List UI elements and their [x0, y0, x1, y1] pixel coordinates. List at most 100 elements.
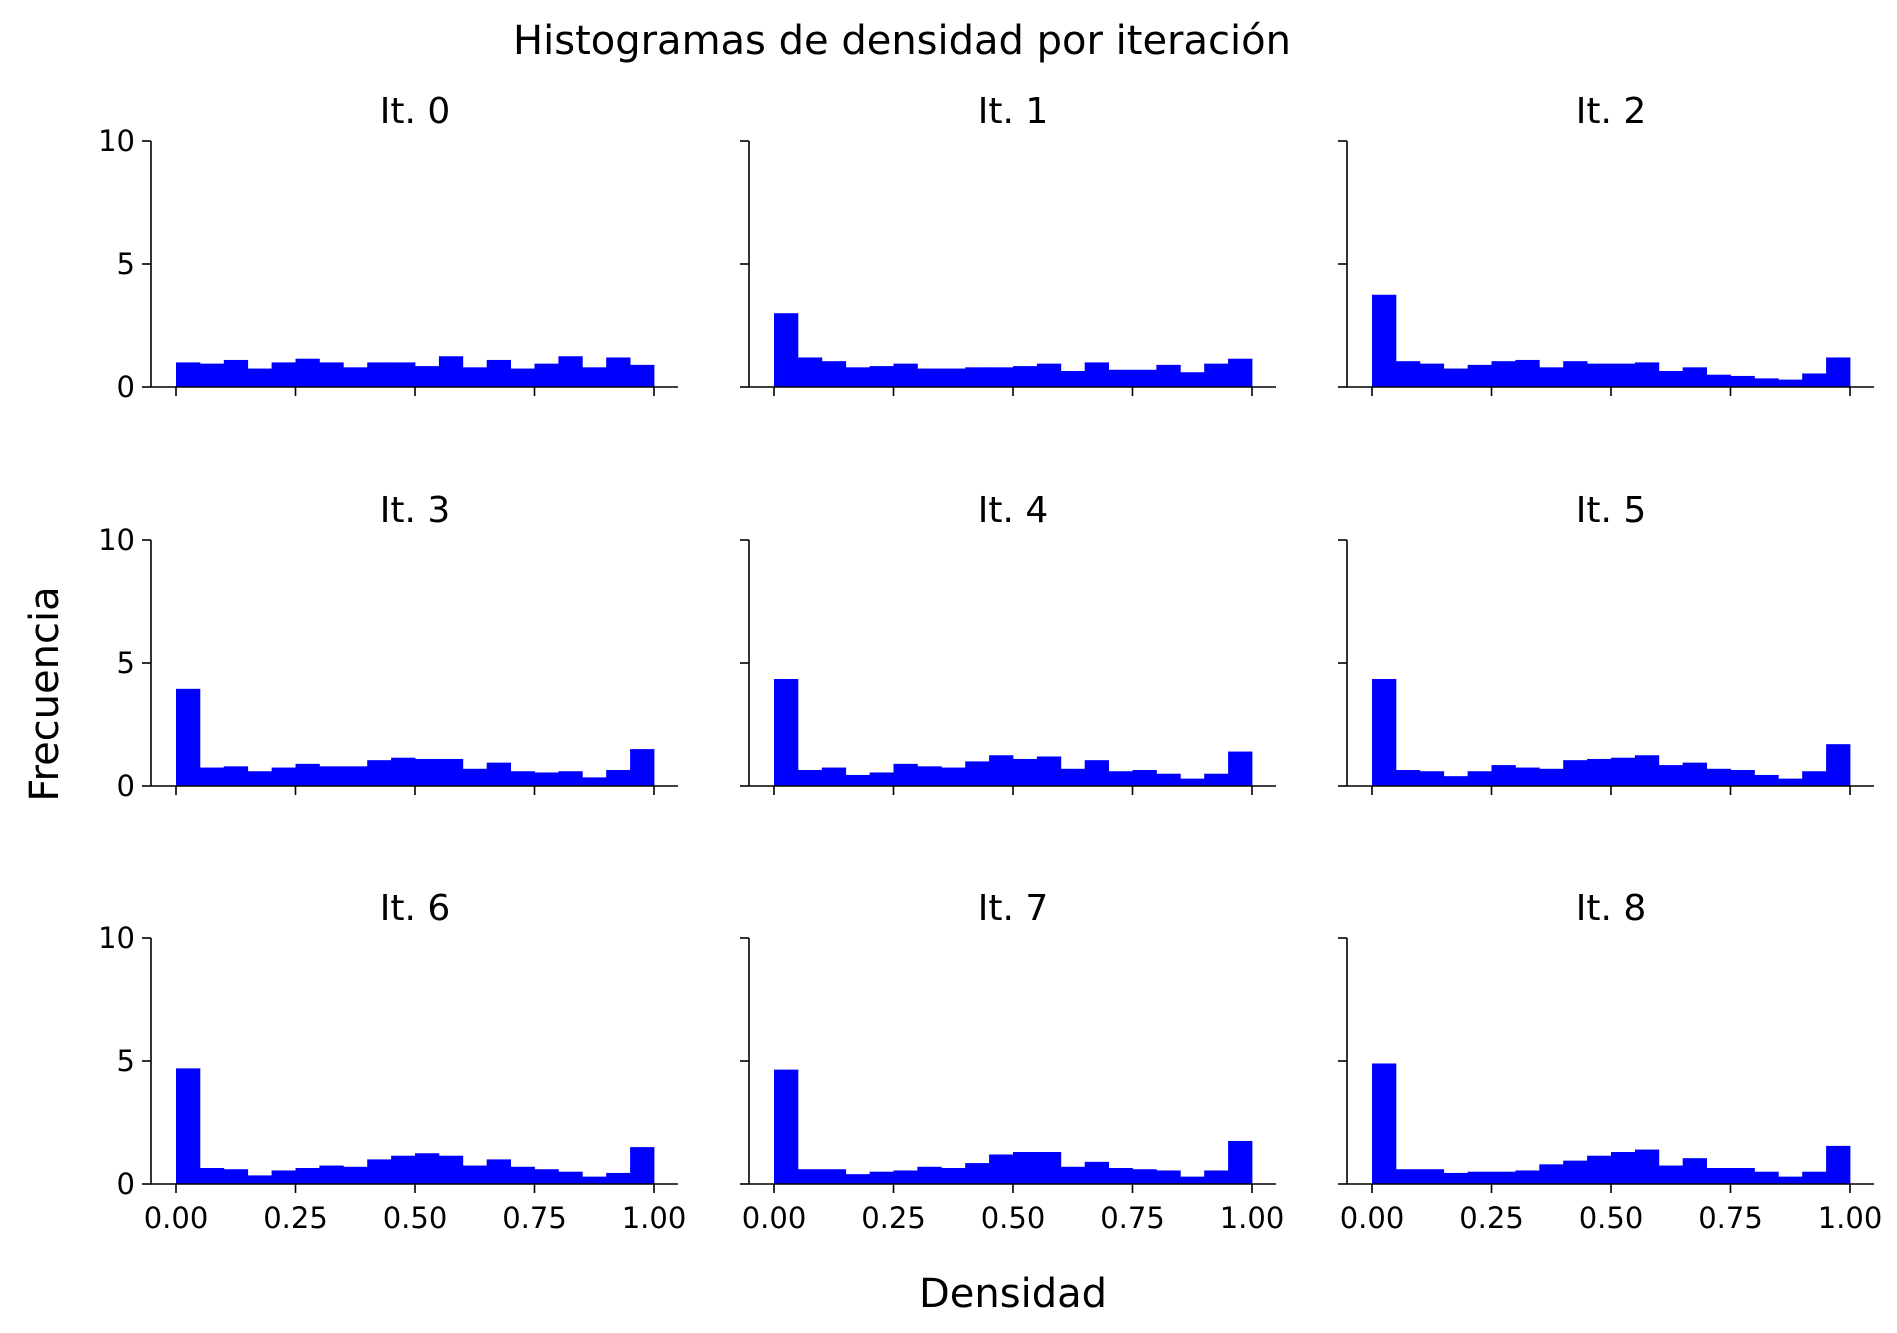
bar — [1730, 375, 1755, 387]
bar — [1634, 1149, 1660, 1184]
bar — [869, 1171, 894, 1184]
y-tick-label: 5 — [117, 646, 135, 680]
panel-title: It. 7 — [978, 888, 1049, 929]
panel-title: It. 4 — [978, 490, 1049, 531]
bar — [1372, 294, 1397, 387]
bar — [1372, 1063, 1397, 1184]
bar — [1084, 1161, 1109, 1184]
bar — [534, 363, 559, 387]
x-tick-label: 0.75 — [1100, 1201, 1165, 1235]
bar — [1180, 372, 1205, 387]
bar — [415, 1153, 440, 1184]
bar — [1395, 770, 1421, 786]
bar — [1084, 362, 1109, 387]
bar — [1491, 765, 1516, 786]
bar — [1826, 744, 1851, 786]
bar — [1515, 767, 1540, 786]
bar — [1108, 1168, 1133, 1184]
bar — [989, 367, 1014, 387]
bar — [1515, 359, 1540, 387]
bar — [486, 359, 511, 387]
bar — [1132, 369, 1157, 387]
bar — [295, 1168, 320, 1184]
panel-3: 0 5 10 It. 3 — [98, 490, 678, 803]
bar — [1587, 363, 1612, 387]
bar — [989, 1154, 1014, 1184]
y-tick-label: 0 — [117, 1167, 135, 1201]
bar — [606, 357, 631, 387]
panel-8: 0.00 0.25 0.50 0.75 1.00 It. 8 — [1338, 888, 1882, 1235]
bar — [774, 678, 799, 786]
bar — [845, 367, 870, 387]
bar — [247, 771, 272, 786]
panel-title: It. 1 — [978, 91, 1049, 132]
bar — [1228, 358, 1253, 387]
bar — [1706, 1168, 1731, 1184]
bar — [1108, 771, 1133, 786]
bar — [1204, 363, 1229, 387]
bar — [558, 356, 583, 387]
bar — [319, 766, 344, 786]
x-tick-label: 0.50 — [1579, 1201, 1644, 1235]
bar — [1060, 768, 1086, 786]
bar — [1132, 770, 1157, 786]
bar — [1156, 1170, 1181, 1184]
panel-4: It. 4 — [740, 490, 1276, 795]
bar — [1682, 1158, 1707, 1184]
bar — [1491, 1171, 1516, 1184]
bar — [367, 362, 392, 387]
bar — [1467, 364, 1492, 387]
bar — [295, 358, 320, 387]
bar — [391, 1155, 416, 1184]
bar — [176, 1068, 201, 1184]
bar — [1132, 1169, 1157, 1184]
bar — [438, 356, 464, 387]
bar — [869, 772, 894, 786]
bar — [1467, 1171, 1492, 1184]
y-tick-label: 0 — [117, 370, 135, 404]
bar — [247, 368, 272, 387]
bar — [845, 774, 870, 786]
panel-5: It. 5 — [1338, 490, 1874, 795]
bar — [1730, 770, 1755, 786]
bar — [486, 762, 511, 786]
bar — [247, 1175, 272, 1184]
bar — [1682, 762, 1707, 786]
bar — [941, 767, 966, 786]
panel-title: It. 2 — [1576, 91, 1647, 132]
y-axis-label: Frecuencia — [22, 586, 68, 801]
bar — [1228, 1140, 1253, 1184]
bar — [510, 1166, 535, 1184]
bar — [1658, 1165, 1684, 1184]
bar — [1587, 758, 1612, 786]
bar — [1180, 1176, 1205, 1184]
panel-title: It. 8 — [1576, 888, 1647, 929]
bar — [582, 777, 607, 786]
panel-title: It. 0 — [380, 91, 451, 132]
panel-1: It. 1 — [740, 91, 1276, 396]
bar — [343, 367, 368, 387]
bar — [1204, 1170, 1229, 1184]
panel-title: It. 5 — [1576, 490, 1647, 531]
bar — [965, 761, 990, 786]
bar — [534, 1169, 559, 1184]
x-tick-label: 0.00 — [742, 1201, 807, 1235]
bar — [1419, 1169, 1445, 1184]
bar — [271, 1170, 296, 1184]
bar — [1754, 1171, 1779, 1184]
bar — [510, 368, 535, 387]
bar — [1156, 364, 1181, 387]
bar — [438, 1155, 464, 1184]
x-tick-label: 0.25 — [263, 1201, 328, 1235]
bar — [1180, 778, 1205, 786]
bar — [1013, 758, 1038, 786]
bar — [1611, 363, 1636, 387]
bar — [1802, 771, 1827, 786]
bar — [1156, 773, 1181, 786]
x-tick-label: 0.25 — [861, 1201, 926, 1235]
bar — [821, 1169, 847, 1184]
y-tick-label: 5 — [117, 1044, 135, 1078]
bar — [199, 363, 225, 387]
bar — [1443, 776, 1468, 786]
